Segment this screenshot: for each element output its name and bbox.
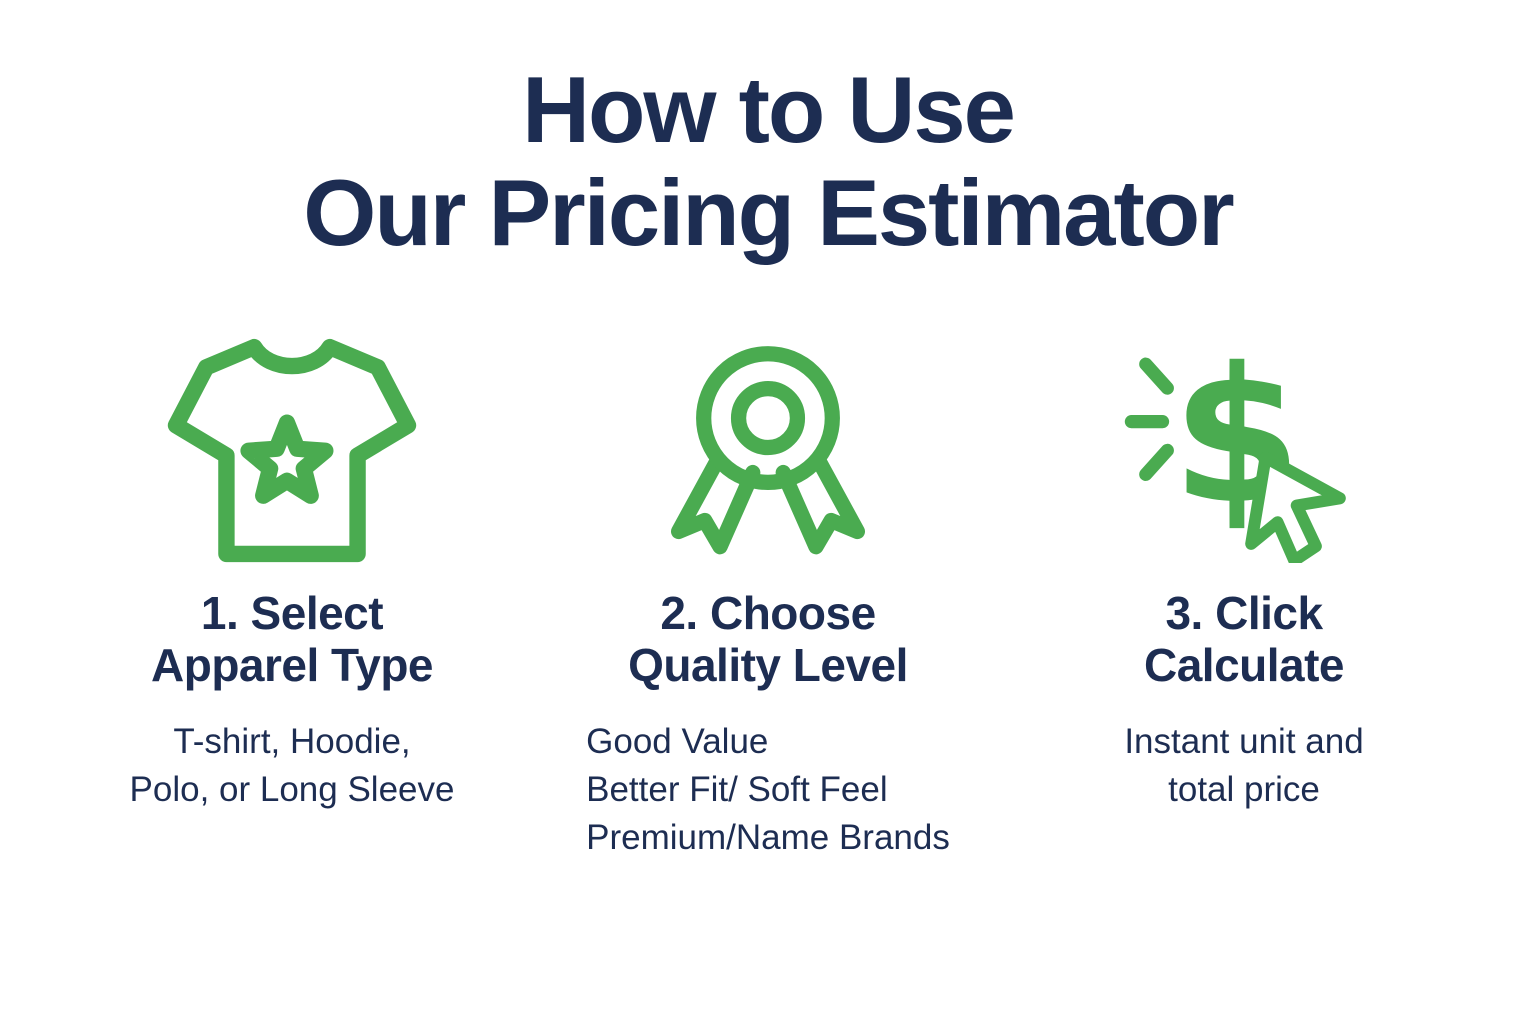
step-1-icon-box [164, 323, 420, 573]
step-3-details-line1: Instant unit and [1124, 721, 1364, 761]
step-3-details: Instant unit and total price [1124, 718, 1363, 815]
award-ribbon-icon [670, 346, 866, 555]
step-2-heading-line2: Quality Level [628, 639, 908, 692]
step-3-heading-line1: 3. Click [1165, 586, 1323, 639]
step-2-heading-line1: 2. Choose [660, 586, 876, 639]
step-2-details-line3: Premium/Name Brands [586, 818, 950, 858]
step-2-details-line2: Better Fit/ Soft Feel [586, 769, 888, 809]
step-1-heading-line2: Apparel Type [151, 639, 434, 692]
step-1-heading-line1: 1. Select [200, 586, 384, 639]
step-2-details-line1: Good Value [586, 721, 769, 761]
step-2-heading: 2. Choose Quality Level [628, 587, 908, 692]
step-1-details-line2: Polo, or Long Sleeve [129, 769, 455, 809]
step-1-heading: 1. Select Apparel Type [151, 586, 434, 692]
step-3-heading: 3. Click Calculate [1143, 586, 1345, 692]
step-3-heading-line2: Calculate [1143, 639, 1345, 692]
step-1-details: T-shirt, Hoodie, Polo, or Long Sleeve [130, 718, 455, 815]
step-3-icon-box: $ [1124, 323, 1364, 573]
dollar-click-icon: $ [1124, 333, 1346, 563]
step-select-apparel: 1. Select Apparel Type T-shirt, Hoodie, … [54, 323, 530, 863]
step-3-details-line2: total price [1168, 769, 1320, 809]
tshirt-star-icon [167, 338, 417, 562]
page-title: How to Use Our Pricing Estimator [303, 57, 1235, 266]
steps-row: 1. Select Apparel Type T-shirt, Hoodie, … [0, 323, 1536, 863]
step-click-calculate: $ 3. Click Calculate Instant unit and to… [1006, 323, 1482, 863]
step-2-details: Good Value Better Fit/ Soft Feel Premium… [586, 718, 950, 863]
step-choose-quality: 2. Choose Quality Level Good Value Bette… [530, 323, 1006, 863]
page-title-line1: How to Use [522, 57, 1016, 162]
step-1-details-line1: T-shirt, Hoodie, [173, 721, 411, 761]
page-title-line2: Our Pricing Estimator [303, 160, 1235, 266]
step-2-icon-box [659, 323, 877, 573]
